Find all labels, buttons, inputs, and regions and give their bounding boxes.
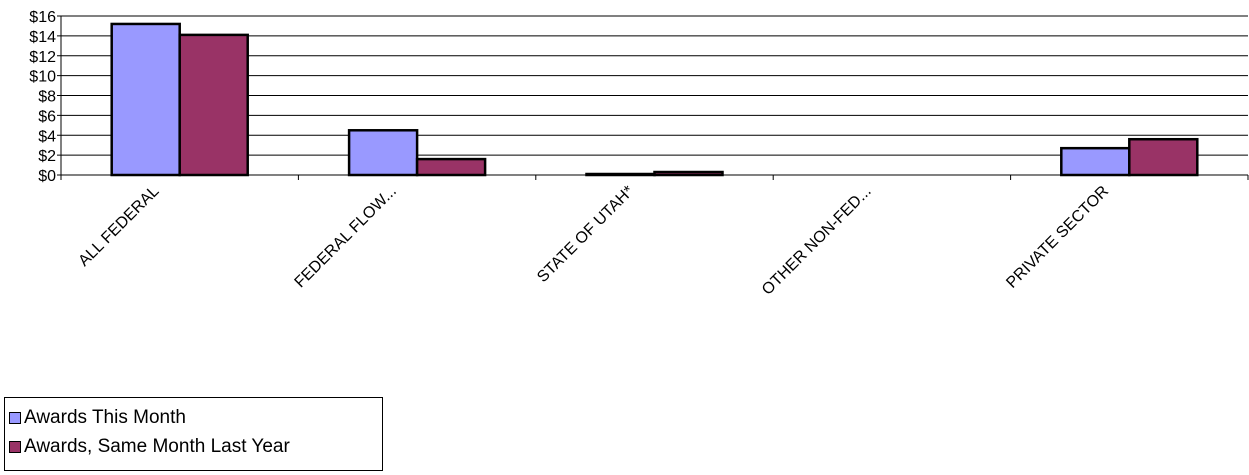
bar-last-year [1128, 137, 1199, 177]
y-tick-label: $4 [38, 128, 56, 145]
x-tick-label: ALL FEDERAL [75, 183, 162, 270]
bar-last-year [178, 33, 249, 177]
bar-this-month [1060, 146, 1131, 177]
x-tick-label: STATE OF UTAH* [534, 183, 637, 286]
y-tick-label: $12 [29, 49, 56, 66]
legend-label: Awards This Month [24, 407, 186, 428]
x-tick-labels: ALL FEDERAL FEDERAL FLOW... STATE OF UTAH*… [75, 183, 1112, 299]
y-tick-labels: $0 $2 $4 $6 $8 $10 $12 $14 $16 [29, 9, 56, 185]
legend-swatch-this-month [9, 412, 21, 424]
legend-item-last-year: Awards, Same Month Last Year [9, 436, 290, 458]
y-tick-label: $0 [38, 168, 56, 185]
bars [110, 22, 1199, 177]
legend: Awards This Month Awards, Same Month Las… [4, 397, 383, 471]
y-tick-label: $10 [29, 69, 56, 86]
bar-this-month [110, 22, 181, 177]
bar-last-year [415, 157, 487, 177]
legend-label: Awards, Same Month Last Year [24, 436, 290, 457]
axes [57, 15, 1249, 180]
x-tick-label: PRIVATE SECTOR [1003, 183, 1112, 292]
y-tick-label: $8 [38, 89, 56, 106]
legend-swatch-last-year [9, 441, 21, 453]
gridlines [61, 15, 1248, 156]
legend-item-this-month: Awards This Month [9, 407, 186, 429]
y-tick-label: $2 [38, 148, 56, 165]
y-tick-label: $16 [29, 9, 56, 26]
x-tick-label: FEDERAL FLOW... [292, 183, 400, 291]
bar-this-month [347, 129, 419, 177]
x-tick-label: OTHER NON-FED... [759, 183, 875, 299]
y-tick-label: $6 [38, 108, 56, 125]
y-tick-label: $14 [29, 29, 56, 46]
